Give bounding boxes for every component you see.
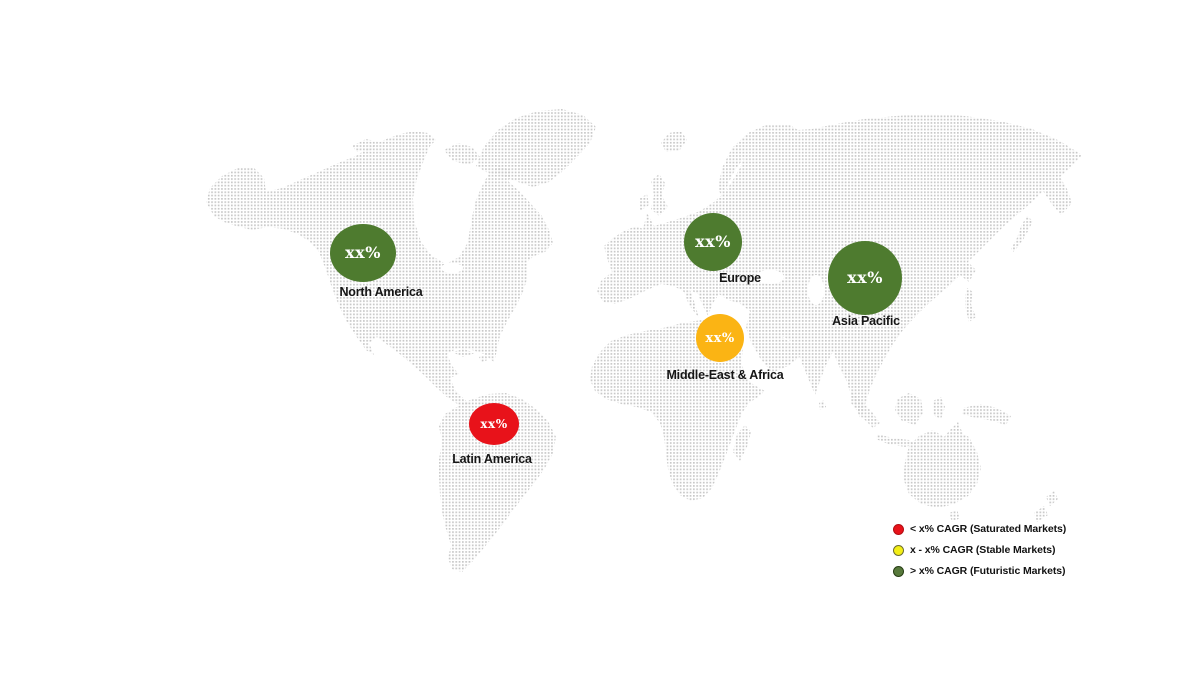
- region-cagr-value: xx%: [695, 232, 731, 251]
- landmass-caribbean: [452, 349, 488, 362]
- landmass-philippines: [965, 288, 976, 322]
- region-label-asia-pacific: Asia Pacific: [832, 314, 900, 328]
- landmass-greenland: [476, 109, 596, 187]
- legend-item-futuristic: > x% CAGR (Futuristic Markets): [893, 564, 1066, 578]
- landmass-iceland: [661, 131, 687, 152]
- region-label-latin-america: Latin America: [452, 452, 532, 466]
- region-cagr-value: xx%: [480, 417, 508, 431]
- region-cagr-value: xx%: [705, 330, 735, 346]
- landmass-borneo: [895, 393, 923, 425]
- region-bubble-asia-pacific: xx%: [828, 241, 902, 315]
- landmass-madagascar: [733, 425, 751, 461]
- landmass-sulawesi: [933, 397, 945, 419]
- landmass-java: [876, 434, 916, 447]
- legend-label-futuristic: > x% CAGR (Futuristic Markets): [910, 565, 1066, 577]
- landmasses: [206, 109, 1082, 572]
- landmass-tasmania: [949, 510, 960, 522]
- region-cagr-value: xx%: [345, 243, 381, 262]
- region-bubble-latin-america: xx%: [469, 403, 519, 445]
- legend-item-stable: x - x% CAGR (Stable Markets): [893, 543, 1066, 557]
- landmass-africa: [590, 320, 765, 501]
- region-label-europe: Europe: [719, 271, 761, 285]
- landmass-japan: [1011, 216, 1033, 252]
- landmass-ireland: [639, 194, 649, 211]
- landmass-new-zealand: [1034, 491, 1058, 522]
- region-cagr-value: xx%: [847, 268, 883, 287]
- inland-seas: [441, 263, 824, 305]
- landmass-arctic-islands: [352, 139, 480, 165]
- legend-label-stable: x - x% CAGR (Stable Markets): [910, 544, 1056, 556]
- region-bubble-europe: xx%: [684, 213, 742, 271]
- landmass-britain: [651, 174, 668, 216]
- region-bubble-middle-east-africa: xx%: [696, 314, 744, 362]
- legend-item-saturated: < x% CAGR (Saturated Markets): [893, 522, 1066, 536]
- landmass-australia: [903, 422, 981, 508]
- landmass-sri-lanka: [819, 400, 826, 410]
- region-bubble-north-america: xx%: [330, 224, 396, 282]
- legend-dot-saturated: [893, 523, 904, 535]
- landmass-taiwan: [962, 266, 969, 275]
- region-label-middle-east-africa: Middle-East & Africa: [666, 368, 784, 382]
- legend-dot-stable: [893, 544, 904, 556]
- landmass-south-america: [439, 393, 556, 572]
- landmass-new-guinea: [962, 404, 1011, 425]
- region-label-north-america: North America: [339, 285, 423, 299]
- legend-dot-futuristic: [893, 565, 904, 577]
- landmass-sumatra: [851, 392, 880, 428]
- legend: < x% CAGR (Saturated Markets) x - x% CAGR…: [893, 522, 1066, 585]
- legend-label-saturated: < x% CAGR (Saturated Markets): [910, 523, 1067, 535]
